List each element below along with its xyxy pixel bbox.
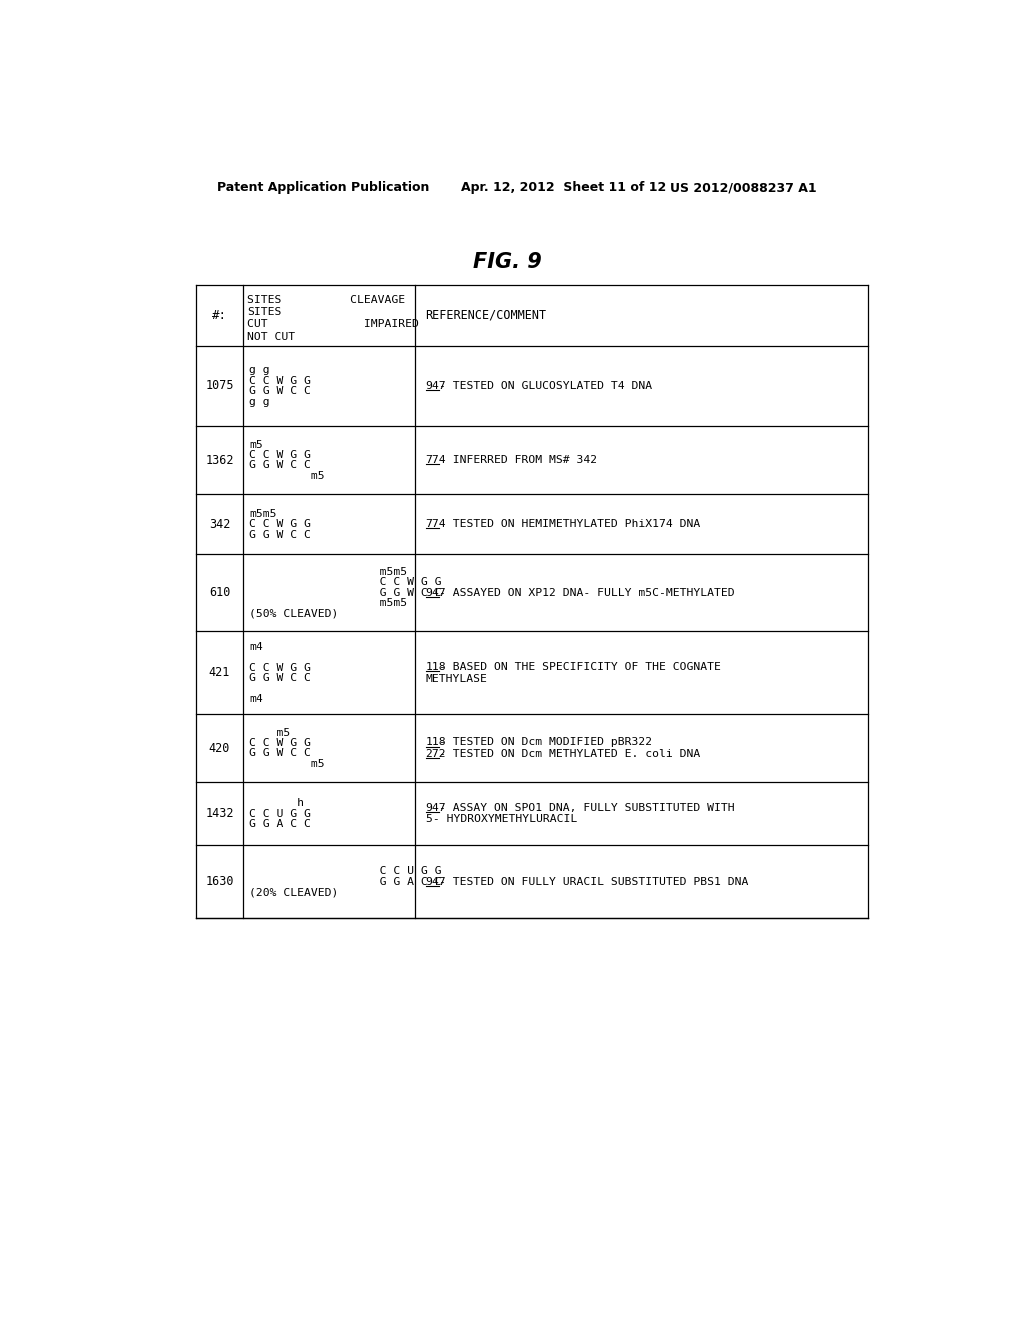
Text: 421: 421 — [209, 667, 230, 680]
Text: 774: 774 — [426, 519, 446, 529]
Text: 1630: 1630 — [205, 875, 233, 888]
Text: m5m5: m5m5 — [249, 598, 407, 609]
Text: h: h — [249, 799, 304, 808]
Text: G G W C C: G G W C C — [249, 748, 310, 759]
Text: - ASSAY ON SPO1 DNA, FULLY SUBSTITUTED WITH: - ASSAY ON SPO1 DNA, FULLY SUBSTITUTED W… — [439, 803, 734, 813]
Text: - TESTED ON HEMIMETHYLATED PhiX174 DNA: - TESTED ON HEMIMETHYLATED PhiX174 DNA — [439, 519, 700, 529]
Text: C C W G G: C C W G G — [249, 738, 310, 748]
Text: C C U G G: C C U G G — [249, 809, 310, 818]
Text: 947: 947 — [426, 876, 446, 887]
Text: Apr. 12, 2012  Sheet 11 of 12: Apr. 12, 2012 Sheet 11 of 12 — [461, 181, 667, 194]
Text: G G A C C: G G A C C — [249, 820, 310, 829]
Text: 1432: 1432 — [205, 807, 233, 820]
Text: G G W C C: G G W C C — [249, 587, 441, 598]
Text: METHYLASE: METHYLASE — [426, 673, 487, 684]
Text: 118: 118 — [426, 663, 446, 672]
Text: #:: #: — [212, 309, 227, 322]
Text: NOT CUT: NOT CUT — [248, 331, 296, 342]
Text: SITES          CLEAVAGE: SITES CLEAVAGE — [248, 294, 406, 305]
Text: m4: m4 — [249, 694, 262, 704]
Text: (50% CLEAVED): (50% CLEAVED) — [249, 609, 338, 619]
Text: 774: 774 — [426, 455, 446, 465]
Text: US 2012/0088237 A1: US 2012/0088237 A1 — [671, 181, 817, 194]
Text: CUT              IMPAIRED: CUT IMPAIRED — [248, 319, 419, 329]
Text: - TESTED ON FULLY URACIL SUBSTITUTED PBS1 DNA: - TESTED ON FULLY URACIL SUBSTITUTED PBS… — [439, 876, 749, 887]
Text: 272: 272 — [426, 748, 446, 759]
Text: - ASSAYED ON XP12 DNA- FULLY m5C-METHYLATED: - ASSAYED ON XP12 DNA- FULLY m5C-METHYLA… — [439, 587, 734, 598]
Text: 947: 947 — [426, 587, 446, 598]
Text: g g: g g — [249, 366, 269, 375]
Text: m5m5: m5m5 — [249, 508, 276, 519]
Text: m5m5: m5m5 — [249, 566, 407, 577]
Text: G G A C C: G G A C C — [249, 876, 441, 887]
Text: 1075: 1075 — [205, 379, 233, 392]
Text: C C U G G: C C U G G — [249, 866, 441, 876]
Text: G G W C C: G G W C C — [249, 529, 310, 540]
Text: m5: m5 — [249, 759, 325, 768]
Text: G G W C C: G G W C C — [249, 461, 310, 470]
Text: 947: 947 — [426, 381, 446, 391]
Text: C C W G G: C C W G G — [249, 663, 310, 673]
Text: 1362: 1362 — [205, 454, 233, 467]
Text: (20% CLEAVED): (20% CLEAVED) — [249, 887, 338, 898]
Text: 610: 610 — [209, 586, 230, 599]
Text: SITES: SITES — [248, 308, 282, 317]
Text: 342: 342 — [209, 517, 230, 531]
Text: 420: 420 — [209, 742, 230, 755]
Text: G G W C C: G G W C C — [249, 673, 310, 682]
Text: - TESTED ON Dcm METHYLATED E. coli DNA: - TESTED ON Dcm METHYLATED E. coli DNA — [439, 748, 700, 759]
Text: - TESTED ON Dcm MODIFIED pBR322: - TESTED ON Dcm MODIFIED pBR322 — [439, 738, 652, 747]
Text: C C W G G: C C W G G — [249, 376, 310, 385]
Text: 118: 118 — [426, 738, 446, 747]
Text: FIG. 9: FIG. 9 — [473, 252, 542, 272]
Text: - BASED ON THE SPECIFICITY OF THE COGNATE: - BASED ON THE SPECIFICITY OF THE COGNAT… — [439, 663, 721, 672]
Text: g g: g g — [249, 396, 269, 407]
Text: - TESTED ON GLUCOSYLATED T4 DNA: - TESTED ON GLUCOSYLATED T4 DNA — [439, 381, 652, 391]
Text: C C W G G: C C W G G — [249, 450, 310, 461]
Text: C C W G G: C C W G G — [249, 577, 441, 587]
Text: 947: 947 — [426, 803, 446, 813]
Text: m4: m4 — [249, 642, 262, 652]
Text: 5- HYDROXYMETHYLURACIL: 5- HYDROXYMETHYLURACIL — [426, 814, 577, 825]
Text: REFERENCE/COMMENT: REFERENCE/COMMENT — [426, 309, 547, 322]
Text: Patent Application Publication: Patent Application Publication — [217, 181, 429, 194]
Text: m5: m5 — [249, 471, 325, 480]
Text: G G W C C: G G W C C — [249, 387, 310, 396]
Text: m5: m5 — [249, 727, 290, 738]
Text: C C W G G: C C W G G — [249, 519, 310, 529]
Text: - INFERRED FROM MS# 342: - INFERRED FROM MS# 342 — [439, 455, 597, 465]
Text: m5: m5 — [249, 440, 262, 450]
